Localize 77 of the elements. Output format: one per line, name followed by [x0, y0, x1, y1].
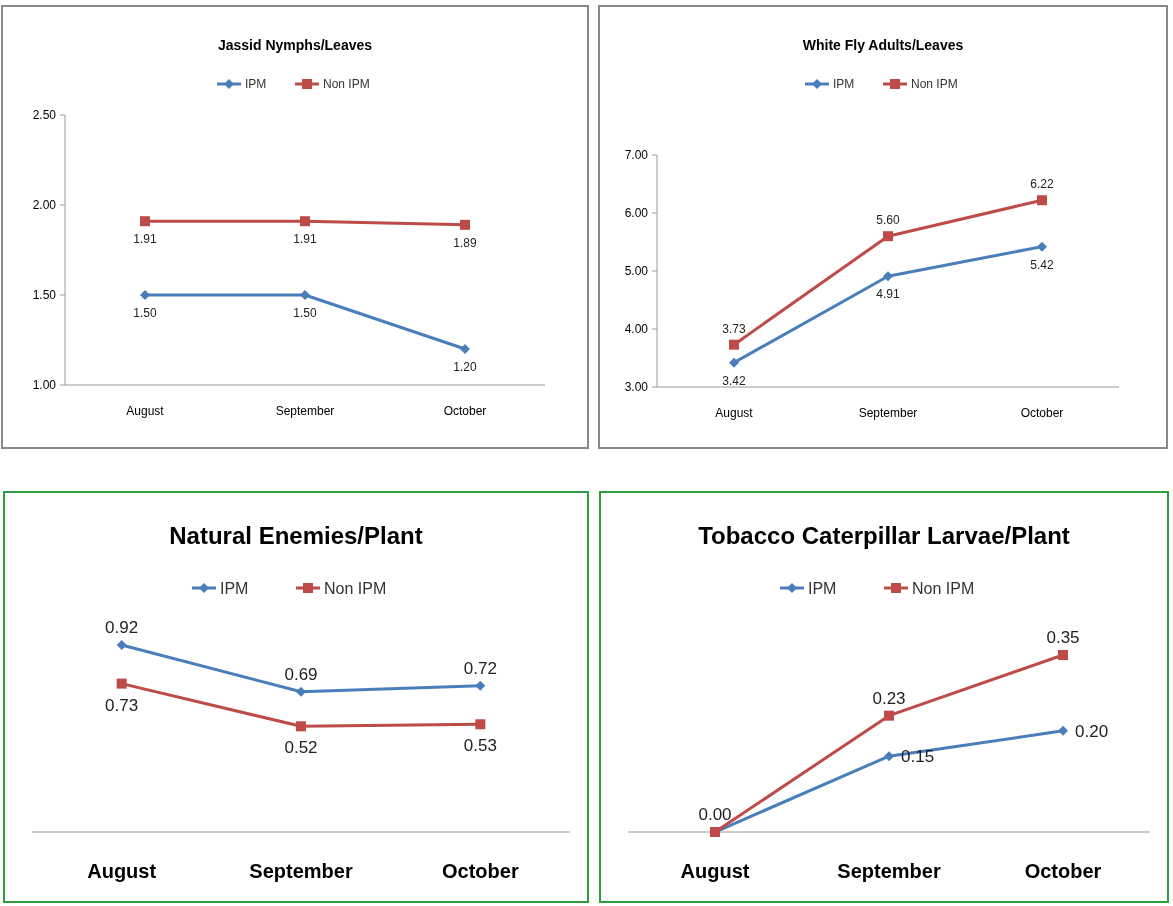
x-tick-label: September: [275, 404, 335, 418]
data-label: 0.00: [698, 805, 732, 824]
data-label: 6.22: [1030, 177, 1054, 192]
legend-label: IPM: [245, 77, 267, 92]
data-label: 0.23: [872, 688, 906, 708]
point: [296, 721, 306, 732]
data-label: 3.73: [722, 321, 746, 336]
data-label: 4.91: [876, 287, 900, 302]
data-label: 5.42: [1030, 257, 1054, 272]
point: [140, 216, 150, 227]
data-label: 0.20: [1075, 721, 1109, 741]
data-label: 1.91: [133, 232, 157, 247]
data-label: 1.89: [453, 235, 477, 250]
x-tick-label: September: [249, 860, 353, 882]
legend-label: Non IPM: [324, 579, 387, 597]
chart-title: White Fly Adults/Leaves: [802, 37, 964, 53]
y-tick-label: 2.50: [32, 108, 57, 122]
data-label: 0.69: [284, 664, 318, 684]
chart-title: Tobacco Caterpillar Larvae/Plant: [698, 522, 1070, 549]
point: [884, 751, 894, 762]
y-tick-label: 3.00: [624, 380, 649, 394]
y-tick-label: 1.00: [32, 378, 57, 392]
legend-label: Non IPM: [912, 579, 975, 597]
data-label: 0.35: [1046, 628, 1080, 647]
point: [296, 686, 306, 697]
legend-label: IPM: [808, 579, 837, 597]
point: [1058, 725, 1068, 736]
x-tick-label: August: [87, 860, 157, 882]
point: [116, 640, 127, 650]
point: [883, 231, 893, 242]
point: [1058, 650, 1068, 660]
point: [300, 216, 310, 227]
legend-label: IPM: [833, 77, 855, 92]
point: [475, 680, 486, 691]
data-label: 0.73: [105, 695, 139, 715]
point: [883, 271, 893, 282]
point: [1037, 195, 1047, 206]
y-tick-label: 6.00: [624, 206, 649, 220]
x-tick-label: August: [680, 860, 750, 882]
data-label: 0.92: [105, 618, 139, 637]
data-label: 0.53: [463, 736, 497, 756]
chart-title: Jassid Nymphs/Leaves: [217, 37, 373, 53]
y-tick-label: 5.00: [624, 264, 649, 278]
point: [884, 710, 894, 721]
legend-label: Non IPM: [911, 77, 958, 92]
point: [1037, 241, 1047, 252]
point: [300, 290, 310, 300]
data-label: 3.42: [722, 373, 746, 388]
x-tick-label: August: [715, 406, 754, 420]
chart-title: Natural Enemies/Plant: [169, 522, 423, 549]
y-tick-label: 2.00: [32, 198, 57, 212]
point: [140, 290, 150, 300]
point: [460, 219, 470, 230]
data-label: 1.91: [293, 232, 317, 247]
data-label: 0.72: [463, 658, 497, 678]
x-tick-label: October: [1020, 406, 1064, 420]
y-tick-label: 7.00: [624, 148, 649, 162]
legend-label: Non IPM: [323, 77, 370, 92]
x-tick-label: September: [837, 860, 941, 882]
point: [729, 339, 739, 350]
y-tick-label: 1.50: [32, 288, 57, 302]
data-label: 1.20: [453, 360, 477, 374]
x-tick-label: October: [1024, 860, 1102, 882]
point: [729, 357, 739, 368]
data-label: 5.60: [876, 213, 900, 228]
y-tick-label: 4.00: [624, 322, 649, 336]
data-label: 0.52: [284, 738, 318, 758]
x-tick-label: October: [443, 404, 487, 418]
legend-label: IPM: [220, 579, 249, 597]
x-tick-label: October: [441, 860, 519, 882]
point: [475, 719, 486, 730]
x-tick-label: August: [126, 404, 165, 418]
data-label: 1.50: [293, 306, 317, 320]
x-tick-label: September: [858, 406, 918, 420]
point: [460, 344, 470, 354]
point: [116, 678, 127, 689]
data-label: 1.50: [133, 306, 157, 320]
